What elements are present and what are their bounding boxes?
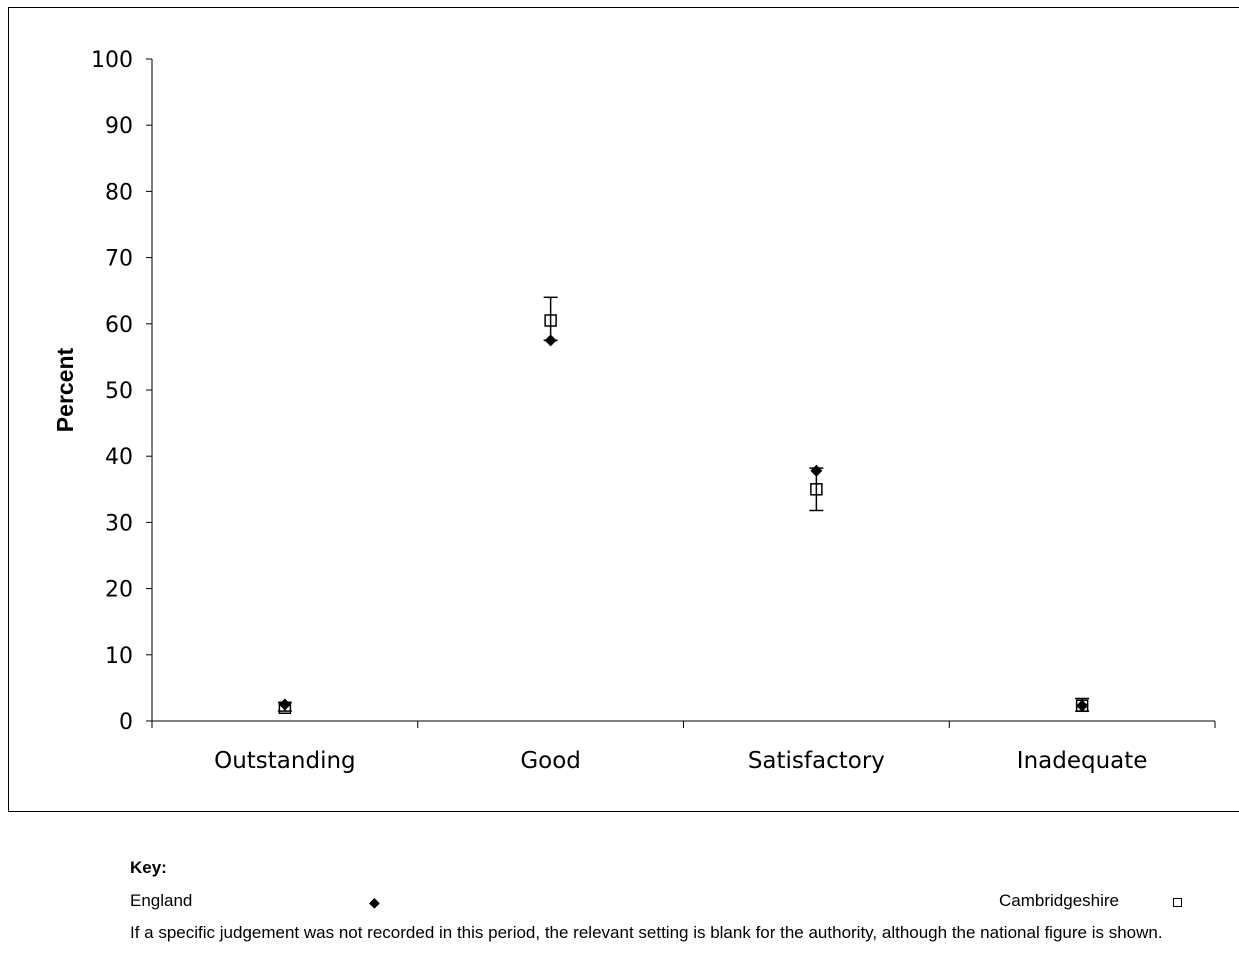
y-tick-label: 50 bbox=[105, 379, 133, 404]
england-point bbox=[810, 464, 823, 477]
legend-england-diamond-icon: ◆ bbox=[369, 894, 380, 910]
cambridgeshire-point bbox=[810, 483, 823, 496]
y-axis-label: Percent bbox=[52, 347, 78, 432]
key-title: Key: bbox=[130, 858, 167, 877]
y-tick-label: 10 bbox=[105, 644, 133, 669]
england-point bbox=[544, 334, 557, 347]
y-tick-label: 100 bbox=[91, 48, 133, 73]
key-note: If a specific judgement was not recorded… bbox=[130, 923, 1163, 942]
x-tick-label: Good bbox=[520, 748, 581, 774]
x-tick-label: Outstanding bbox=[214, 748, 356, 774]
y-tick-label: 80 bbox=[105, 180, 133, 205]
england-point bbox=[1076, 699, 1089, 712]
cambridgeshire-point bbox=[278, 701, 292, 715]
x-tick-label: Satisfactory bbox=[748, 748, 885, 774]
y-tick-label: 20 bbox=[105, 578, 133, 603]
y-tick-label: 90 bbox=[105, 114, 133, 139]
chart-frame bbox=[8, 7, 1239, 812]
cambridgeshire-point bbox=[544, 314, 557, 327]
england-point bbox=[278, 698, 291, 711]
cambridgeshire-point bbox=[1075, 699, 1089, 713]
y-tick-label: 0 bbox=[119, 710, 133, 735]
legend-cambridgeshire-label: Cambridgeshire bbox=[999, 891, 1119, 910]
x-tick-label: Inadequate bbox=[1017, 748, 1148, 774]
chart-plot: 0 10 20 30 40 50 60 70 80 90 100 Outstanding Good Sat… bbox=[52, 48, 1216, 774]
y-tick-label: 70 bbox=[105, 247, 133, 272]
legend-england-label: England bbox=[130, 891, 193, 910]
y-tick-label: 30 bbox=[105, 511, 133, 536]
y-tick-label: 40 bbox=[105, 445, 133, 470]
legend-cambridgeshire-square-icon bbox=[1173, 898, 1182, 907]
y-tick-label: 60 bbox=[105, 313, 133, 338]
